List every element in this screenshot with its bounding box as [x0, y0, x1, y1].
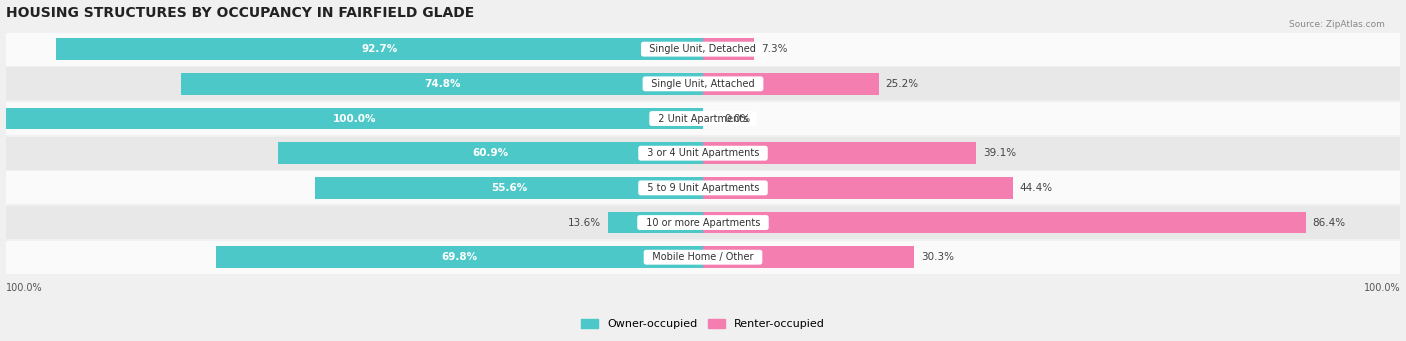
Text: 25.2%: 25.2% — [886, 79, 920, 89]
Text: 69.8%: 69.8% — [441, 252, 478, 262]
Bar — [6, 68, 1400, 100]
Text: Mobile Home / Other: Mobile Home / Other — [647, 252, 759, 262]
Bar — [6, 33, 1400, 65]
Text: 100.0%: 100.0% — [333, 114, 375, 123]
Bar — [315, 177, 703, 198]
Text: Single Unit, Attached: Single Unit, Attached — [645, 79, 761, 89]
Text: 60.9%: 60.9% — [472, 148, 509, 158]
Text: 5 to 9 Unit Apartments: 5 to 9 Unit Apartments — [641, 183, 765, 193]
Text: 100.0%: 100.0% — [6, 283, 42, 293]
Text: 39.1%: 39.1% — [983, 148, 1015, 158]
Bar — [703, 212, 1306, 233]
Bar — [703, 247, 914, 268]
Bar — [609, 212, 703, 233]
Bar — [217, 247, 703, 268]
Text: 10 or more Apartments: 10 or more Apartments — [640, 218, 766, 227]
Bar — [6, 206, 1400, 239]
Text: 100.0%: 100.0% — [1364, 283, 1400, 293]
Text: Single Unit, Detached: Single Unit, Detached — [644, 44, 762, 54]
Legend: Owner-occupied, Renter-occupied: Owner-occupied, Renter-occupied — [576, 314, 830, 334]
Text: 92.7%: 92.7% — [361, 44, 398, 54]
Text: 74.8%: 74.8% — [423, 79, 460, 89]
Text: 3 or 4 Unit Apartments: 3 or 4 Unit Apartments — [641, 148, 765, 158]
Text: 13.6%: 13.6% — [568, 218, 602, 227]
Bar — [278, 143, 703, 164]
Bar — [6, 102, 1400, 135]
Text: 86.4%: 86.4% — [1313, 218, 1346, 227]
Text: 0.0%: 0.0% — [724, 114, 751, 123]
Bar — [6, 137, 1400, 170]
Bar — [703, 143, 976, 164]
Bar — [6, 241, 1400, 274]
Bar — [181, 73, 703, 94]
Bar — [6, 172, 1400, 204]
Text: 2 Unit Apartments: 2 Unit Apartments — [652, 114, 754, 123]
Text: Source: ZipAtlas.com: Source: ZipAtlas.com — [1289, 20, 1385, 29]
Bar — [703, 73, 879, 94]
Text: HOUSING STRUCTURES BY OCCUPANCY IN FAIRFIELD GLADE: HOUSING STRUCTURES BY OCCUPANCY IN FAIRF… — [6, 5, 474, 19]
Text: 55.6%: 55.6% — [491, 183, 527, 193]
Bar — [703, 39, 754, 60]
Bar — [703, 177, 1012, 198]
Text: 30.3%: 30.3% — [921, 252, 955, 262]
Bar — [6, 108, 703, 129]
Text: 44.4%: 44.4% — [1019, 183, 1053, 193]
Bar — [56, 39, 703, 60]
Text: 7.3%: 7.3% — [761, 44, 787, 54]
